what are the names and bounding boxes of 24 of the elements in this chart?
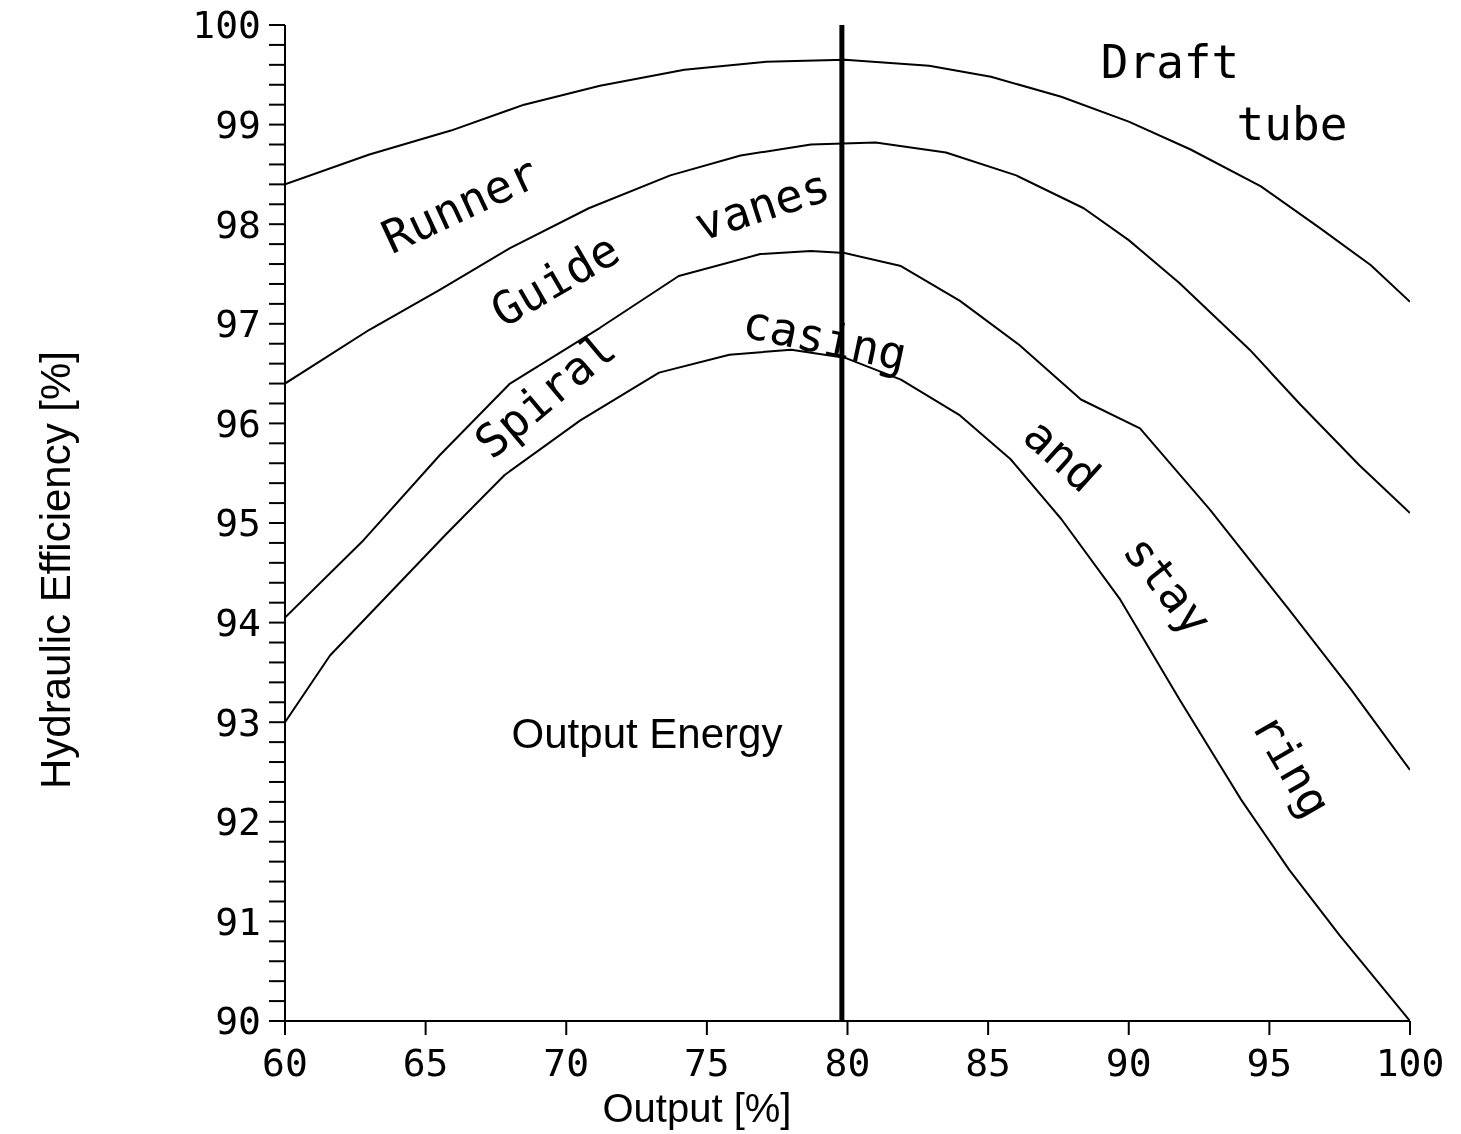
y-tick-label: 98 — [215, 202, 261, 247]
y-tick-label: 92 — [215, 800, 261, 845]
annotation: Draft tube — [1100, 35, 1348, 151]
x-tick-label: 60 — [262, 1040, 308, 1085]
y-tick-label: 100 — [192, 3, 261, 48]
x-tick-label: 90 — [1105, 1040, 1152, 1085]
x-tick-label: 85 — [965, 1040, 1012, 1085]
annotation: Output Energy — [511, 709, 783, 757]
x-tick-label: 95 — [1246, 1040, 1293, 1085]
y-tick-label: 95 — [215, 501, 261, 546]
y-tick-label: 97 — [215, 302, 261, 347]
x-tick-label: 70 — [543, 1040, 590, 1085]
y-tick-label: 96 — [215, 401, 261, 446]
x-tick-label: 75 — [683, 1040, 730, 1085]
x-tick-label: 100 — [1375, 1040, 1445, 1085]
x-tick-label: 80 — [824, 1040, 871, 1085]
y-tick-label: 93 — [215, 700, 261, 745]
y-tick-label: 99 — [215, 103, 261, 148]
y-tick-label: 94 — [215, 601, 261, 646]
y-tick-label: 90 — [215, 999, 261, 1044]
x-axis-title: Output [%] — [602, 1086, 792, 1130]
y-axis-title: Hydraulic Efficiency [%] — [31, 350, 79, 790]
x-tick-label: 65 — [402, 1040, 449, 1085]
y-tick-label: 91 — [215, 899, 261, 944]
